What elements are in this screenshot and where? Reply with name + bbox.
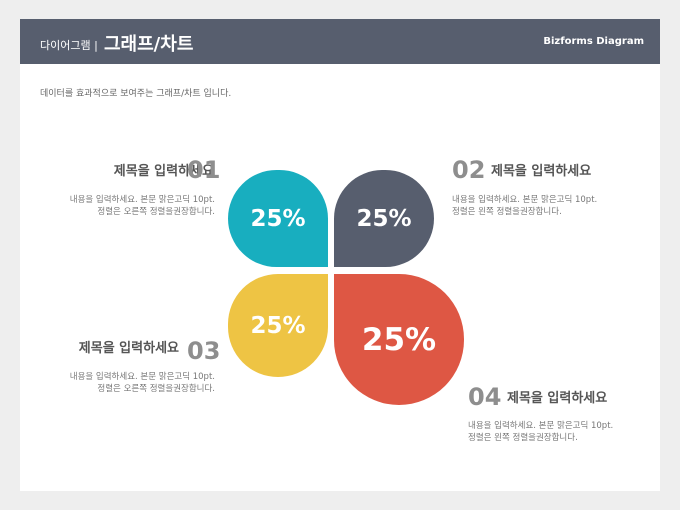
slide: 다이어그램 | 그래프/차트 Bizforms Diagram 데이터를 효과적… bbox=[20, 19, 660, 491]
petal-02: 25% bbox=[334, 170, 434, 267]
item-04-number: 04 bbox=[468, 383, 502, 411]
item-03-description: 내용을 입력하세요. 본문 맑은고딕 10pt. 정렬은 오른쪽 정렬을권장합니… bbox=[69, 372, 215, 394]
header-title: 그래프/차트 bbox=[104, 34, 194, 55]
item-02-title: 제목을 입력하세요 bbox=[491, 164, 592, 179]
header-bar: 다이어그램 | 그래프/차트 Bizforms Diagram bbox=[20, 19, 660, 64]
page-subtitle: 데이터를 효과적으로 보여주는 그래프/차트 입니다. bbox=[40, 89, 232, 99]
petal-01: 25% bbox=[228, 170, 328, 267]
item-04-title: 제목을 입력하세요 bbox=[507, 391, 608, 406]
petal-04: 25% bbox=[334, 274, 464, 405]
item-01-number: 01 bbox=[187, 156, 221, 184]
item-02-number: 02 bbox=[452, 156, 486, 184]
petal-03: 25% bbox=[228, 274, 328, 377]
item-01-description: 내용을 입력하세요. 본문 맑은고딕 10pt. 정렬은 오른쪽 정렬을권장합니… bbox=[69, 195, 215, 217]
item-01-title: 제목을 입력하세요 bbox=[113, 164, 214, 179]
brand-label: Bizforms Diagram bbox=[543, 36, 644, 47]
petal-01-value: 25% bbox=[250, 205, 306, 232]
item-03-number: 03 bbox=[187, 337, 221, 365]
petal-04-value: 25% bbox=[361, 321, 437, 358]
item-04-description: 내용을 입력하세요. 본문 맑은고딕 10pt. 정렬은 왼쪽 정렬을권장합니다… bbox=[468, 421, 614, 443]
header-category: 다이어그램 | bbox=[40, 39, 98, 52]
item-03-title: 제목을 입력하세요 bbox=[78, 341, 179, 356]
petal-03-value: 25% bbox=[250, 312, 306, 339]
petal-02-value: 25% bbox=[356, 205, 412, 232]
item-02-description: 내용을 입력하세요. 본문 맑은고딕 10pt. 정렬은 왼쪽 정렬을권장합니다… bbox=[452, 195, 598, 217]
